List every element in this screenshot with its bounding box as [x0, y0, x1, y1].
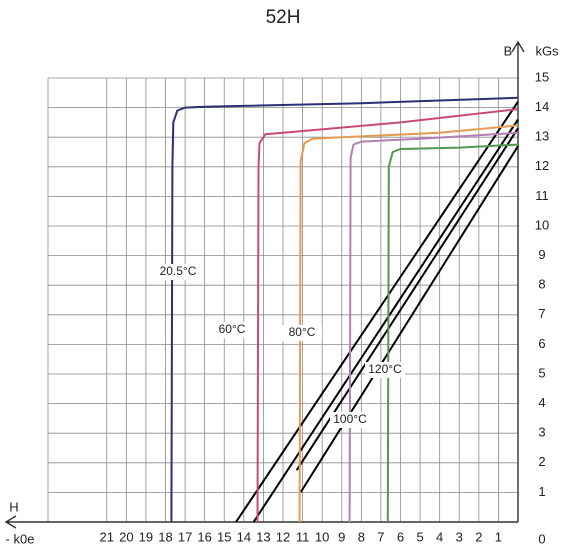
- y-tick-label: 7: [538, 306, 545, 321]
- x-axis-unit: - k0e: [6, 531, 35, 546]
- x-tick-label: 3: [456, 529, 463, 544]
- curve: [170, 96, 519, 523]
- y-tick-label: 10: [535, 217, 549, 232]
- y-tick-label: 4: [538, 395, 545, 410]
- y-tick-label: 3: [538, 425, 545, 440]
- y-axis-label: B: [504, 43, 513, 58]
- curve-label: 120°C: [368, 362, 402, 376]
- x-tick-label: 19: [139, 529, 153, 544]
- load-line: [235, 101, 519, 523]
- y-tick-label: 13: [535, 129, 549, 144]
- chart-title: 52H: [266, 7, 301, 28]
- label-bg: [212, 322, 252, 338]
- x-tick-label: 14: [237, 529, 251, 544]
- curve-label: 20.5°C: [160, 264, 197, 278]
- x-tick-label: 1: [495, 529, 502, 544]
- x-tick-label: 4: [436, 529, 443, 544]
- y-tick-label: 5: [538, 365, 545, 380]
- x-tick-label: 7: [377, 529, 384, 544]
- x-tick-label: 12: [276, 529, 290, 544]
- x-tick-label: 6: [397, 529, 404, 544]
- y-tick-label: 14: [535, 99, 549, 114]
- x-axis-label: H: [9, 499, 18, 514]
- y-tick-label: 12: [535, 158, 549, 173]
- x-tick-label: 13: [256, 529, 270, 544]
- x-tick-label: 8: [358, 529, 365, 544]
- x-tick-label: 2: [475, 529, 482, 544]
- label-bg: [330, 412, 370, 428]
- y-tick-label: 8: [538, 277, 545, 292]
- y-tick-label: 6: [538, 336, 545, 351]
- label-bg: [365, 362, 405, 378]
- y-tick-label: 1: [538, 484, 545, 499]
- curve: [386, 143, 519, 523]
- curve-label: 60°C: [219, 322, 246, 336]
- y-tick-label: 2: [538, 454, 545, 469]
- load-line: [252, 118, 519, 523]
- curve-label: 100°C: [333, 412, 367, 426]
- x-axis: [4, 515, 518, 529]
- y-tick-label: 15: [535, 69, 549, 84]
- y-tick-label: 9: [538, 247, 545, 262]
- curve: [256, 108, 519, 523]
- x-tick-label: 21: [100, 529, 114, 544]
- curve: [348, 131, 519, 523]
- curve-label: 80°C: [289, 325, 316, 339]
- load-line: [299, 145, 519, 493]
- x-tick-label: 5: [416, 529, 423, 544]
- x-tick-label: 9: [338, 529, 345, 544]
- label-bg: [282, 325, 322, 341]
- x-tick-label: 20: [119, 529, 133, 544]
- y-axis: [511, 40, 525, 522]
- y-tick-label: 11: [535, 188, 549, 203]
- x-tick-label: 10: [315, 529, 329, 544]
- x-tick-label: 18: [158, 529, 172, 544]
- x-tick-label: 17: [178, 529, 192, 544]
- label-bg: [158, 264, 198, 280]
- load-line: [295, 127, 519, 471]
- x-tick-label: 16: [197, 529, 211, 544]
- y-tick-label: 0: [538, 531, 545, 546]
- x-tick-label: 11: [296, 529, 310, 544]
- y-axis-unit: kGs: [535, 43, 559, 58]
- x-tick-label: 15: [217, 529, 231, 544]
- curve: [298, 124, 519, 523]
